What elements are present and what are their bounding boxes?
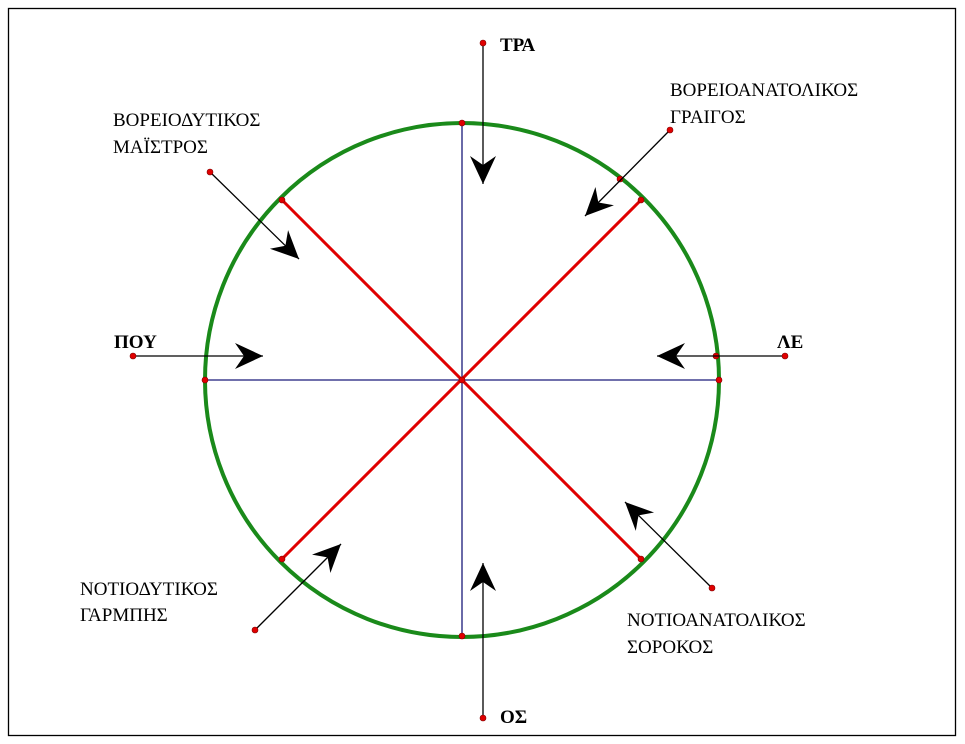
point (458, 119, 466, 127)
point (278, 555, 286, 563)
wind-label: ΒΟΡΕΙΟΔΥΤΙΚΟΣ (113, 110, 260, 131)
point (479, 39, 487, 47)
point (616, 175, 624, 183)
arrows (129, 39, 789, 722)
wind-label: ΠΟΥ (114, 332, 157, 353)
wind-label: ΓΑΡΜΠΗΣ (80, 605, 168, 626)
point (781, 352, 789, 360)
wind-label: ΜΑΪΣΤΡΟΣ (113, 137, 208, 158)
point (479, 714, 487, 722)
wind-label: ΓΡΑΙΓΟΣ (670, 107, 746, 128)
point (637, 555, 645, 563)
point (458, 376, 466, 384)
point (206, 168, 214, 176)
wind-label: ΛΕ (777, 332, 803, 353)
point (201, 376, 209, 384)
point (666, 126, 674, 134)
point (458, 632, 466, 640)
frame (7, 7, 957, 737)
point (708, 584, 716, 592)
arrow (624, 501, 713, 589)
arrow (584, 129, 671, 217)
wind-label: ΤΡΑ (500, 35, 535, 56)
wind-label: ΣΟΡΟΚΟΣ (627, 637, 713, 658)
point (637, 196, 645, 204)
wind-label: ΝΟΤΙΟΑΝΑΤΟΛΙΚΟΣ (627, 610, 806, 631)
wind-label: ΝΟΤΙΟΔΥΤΙΚΟΣ (80, 579, 218, 600)
arrow (209, 171, 300, 260)
arrow (254, 543, 342, 631)
labels: ΤΡΑ ΛΕ ΟΣ ΠΟΥ ΒΟΡΕΙΟΔΥΤΙΚΟΣ ΜΑΪΣΤΡΟΣ ΒΟΡ… (80, 35, 858, 728)
wind-label: ΒΟΡΕΙΟΑΝΑΤΟΛΙΚΟΣ (670, 80, 858, 101)
compass (201, 119, 723, 640)
wind-label: ΟΣ (500, 707, 527, 728)
point (715, 376, 723, 384)
point (251, 626, 259, 634)
point (278, 196, 286, 204)
point (129, 352, 137, 360)
